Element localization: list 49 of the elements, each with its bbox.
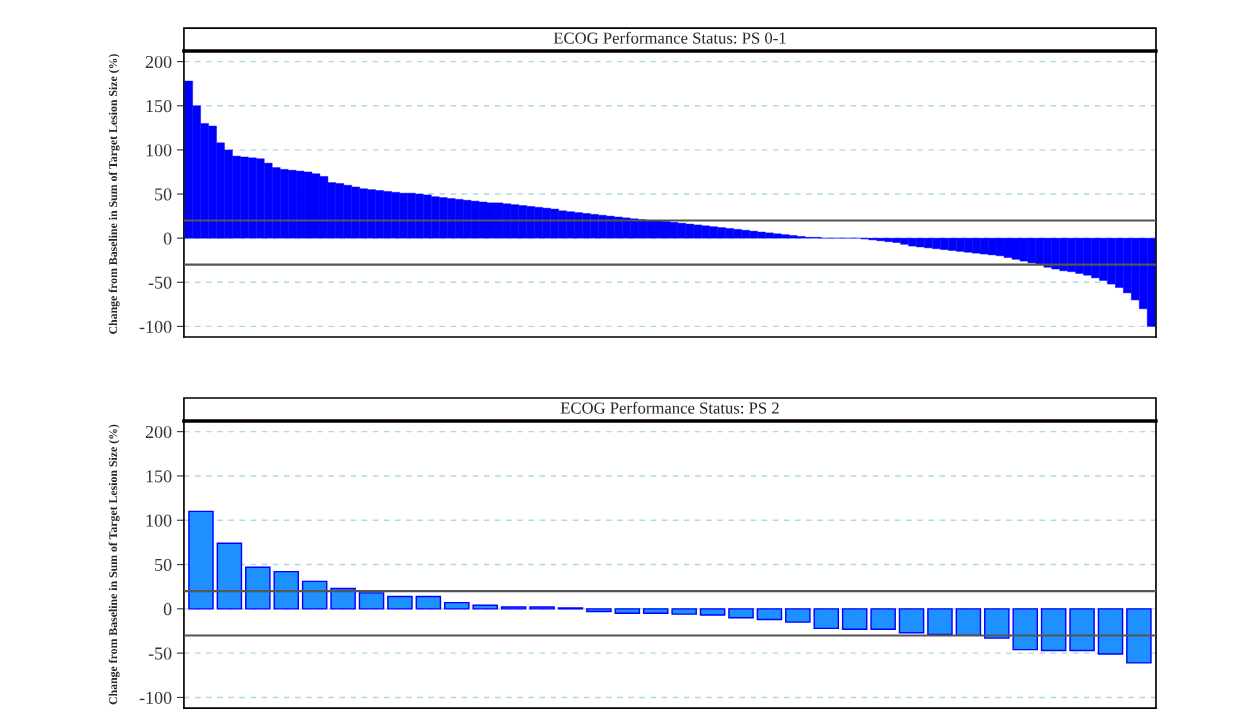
y-axis-title: Change from Baseline in Sum of Target Lesion Size (%) (108, 54, 120, 334)
bar (756, 608, 783, 621)
bar (273, 570, 300, 610)
y-tick-label: -50 (148, 276, 172, 289)
bar (188, 510, 214, 610)
bar (728, 608, 754, 619)
y-tick-label: 50 (155, 558, 172, 571)
bar (1069, 608, 1095, 652)
y-tick-label: 150 (146, 470, 172, 483)
bar (415, 595, 442, 610)
bar (813, 608, 840, 630)
y-tick-label: 200 (145, 55, 172, 69)
bar (785, 608, 811, 623)
bar (955, 608, 982, 637)
bar (1097, 608, 1124, 655)
y-tick-label: 100 (146, 144, 172, 157)
bar (216, 542, 243, 610)
bar (358, 592, 385, 610)
bar (898, 608, 925, 634)
y-tick-label: 50 (155, 188, 172, 201)
bar (841, 608, 868, 630)
bar (387, 595, 413, 610)
y-tick-label: -50 (148, 647, 172, 660)
chart-title: ECOG Performance Status: PS 0-1 (553, 31, 786, 44)
bar (444, 601, 470, 610)
chart-title: ECOG Performance Status: PS 2 (560, 401, 779, 414)
bar (1012, 608, 1039, 651)
bar (699, 608, 726, 616)
bar (472, 604, 498, 610)
y-tick-label: 200 (145, 425, 172, 439)
bar (330, 587, 356, 610)
bar (671, 608, 697, 615)
y-tick-label: 150 (146, 100, 172, 113)
y-tick-label: -100 (139, 320, 172, 333)
bar (927, 608, 953, 636)
bar (1040, 608, 1067, 652)
y-tick-label: -100 (139, 691, 172, 704)
bar (614, 608, 641, 614)
bar (642, 608, 669, 614)
bar (301, 580, 328, 610)
y-tick-label: 0 (163, 232, 172, 245)
y-tick-label: 0 (163, 603, 172, 616)
bar (1126, 608, 1152, 664)
bar (870, 608, 896, 630)
y-axis-title: Change from Baseline in Sum of Target Lesion Size (%) (108, 424, 120, 705)
y-tick-label: 100 (146, 514, 172, 527)
bar (586, 608, 612, 613)
bar (984, 608, 1010, 639)
bar (245, 566, 271, 610)
